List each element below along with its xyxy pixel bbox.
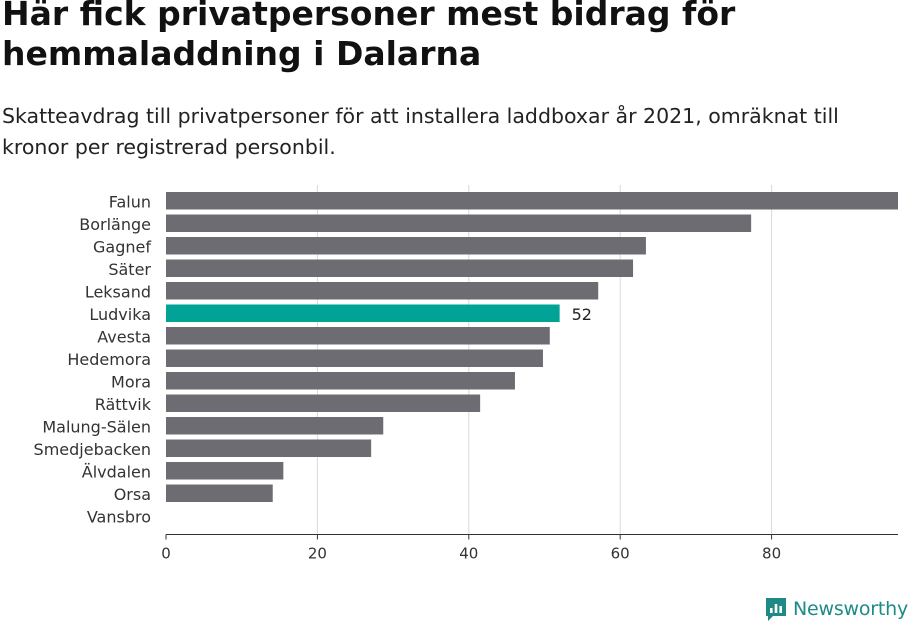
category-label: Orsa [114,485,151,504]
bar [166,484,273,502]
brand-logo: Newsworthy [764,594,908,624]
bar [166,394,481,412]
category-label: Avesta [97,327,151,346]
data-label: 52 [572,305,592,324]
category-label: Mora [111,372,151,391]
bar [166,439,372,457]
bar [166,372,515,390]
brand-logo-text: Newsworthy [793,598,909,620]
bar [166,214,752,232]
x-tick-label: 80 [762,545,781,563]
category-label: Leksand [85,282,151,301]
bar [166,349,543,367]
bar [166,192,898,210]
bar-highlight [166,304,560,322]
category-label: Malung-Sälen [42,417,151,436]
category-label: Hedemora [67,350,151,369]
category-label: Vansbro [87,507,151,526]
bar [166,282,599,300]
x-tick-label: 0 [161,545,171,563]
newsworthy-logo-icon [766,598,786,621]
category-label: Ludvika [89,305,151,324]
bar [166,259,634,277]
x-tick-label: 20 [308,545,327,563]
category-label: Rättvik [95,395,152,414]
category-label: Borlänge [79,215,151,234]
bar [166,417,384,435]
chart-subtitle: Skatteavdrag till privatpersoner för att… [2,104,839,159]
category-label: Falun [109,192,151,211]
category-label: Älvdalen [82,462,151,481]
x-tick-label: 60 [611,545,630,563]
x-tick-label: 40 [459,545,478,563]
category-label: Smedjebacken [34,440,151,459]
chart-title: Här fick privatpersoner mest bidrag för … [2,0,736,73]
bar [166,462,284,480]
category-label: Gagnef [93,237,151,256]
category-label: Säter [108,260,151,279]
bar [166,237,646,255]
bar [166,327,550,345]
